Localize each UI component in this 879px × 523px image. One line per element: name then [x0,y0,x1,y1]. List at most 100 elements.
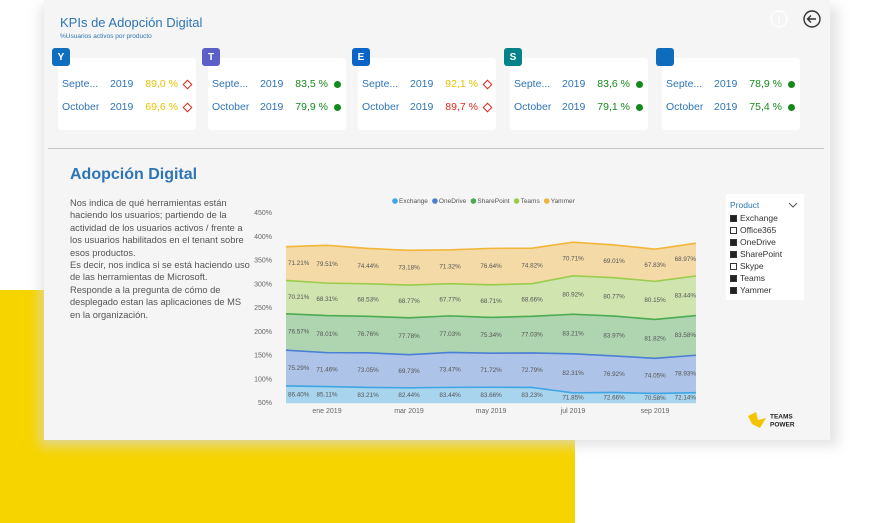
data-label: 71.72% [480,367,502,374]
legend-swatch [470,198,477,204]
logo-text: TEAMS [770,414,793,421]
data-label: 70.21% [288,294,310,301]
data-label: 83.44% [439,392,461,399]
section-title: Adopción Digital [70,166,198,183]
area-fill [286,313,696,359]
filter-chevron[interactable] [788,201,798,209]
y-tick-label: 450% [254,210,272,217]
data-label: 83.23% [521,392,543,399]
paragraph-line: de las herramientas de Microsoft. [70,272,208,283]
data-label: 71.46% [316,366,338,373]
kpi-card: E Septe... 2019 92,1 % October 2019 89,7 % [352,48,496,130]
data-label: 73.05% [357,367,379,374]
data-label: 77.03% [521,331,543,338]
kpi-month: October [362,101,400,113]
y-tick-label: 300% [254,281,272,288]
data-label: 73.47% [439,367,461,374]
data-label: 76.57% [288,329,310,336]
paragraph-line: los usuarios habilitados en el tenant so… [70,235,244,246]
data-label: 76.64% [480,263,502,270]
legend-swatch [392,198,398,204]
paragraph-line: Nos indica de qué herramientas están [70,198,227,208]
data-label: 76.92% [603,371,625,378]
filter-item[interactable]: Office365 [730,225,776,235]
filter-label: Office365 [740,225,777,235]
divider [48,148,824,149]
y-tick-label: 100% [254,376,272,383]
filter-item[interactable]: SharePoint [730,249,782,259]
area-fill [286,350,696,394]
data-label: 83.44% [675,292,697,299]
filter-item[interactable]: Exchange [730,213,778,223]
page-subtitle: %Usuarios activos por producto [60,33,152,40]
filter-item[interactable]: Skype [730,261,764,271]
kpi-indicator [636,81,643,88]
data-label: 83.58% [675,332,697,339]
kpi-indicator [636,104,643,111]
paragraph-line: en la organización. [70,309,149,320]
series-line [285,385,697,395]
data-label: 68.53% [357,297,379,304]
data-label: 83.66% [480,392,502,399]
legend-label: OneDrive [439,198,467,205]
data-label: 82.31% [562,370,584,377]
y-tick-label: 50% [258,400,272,407]
filter-label: Skype [740,261,764,271]
kpi-month: October [666,101,704,113]
data-label: 77.78% [398,333,420,340]
paragraph-line: esos productos. [70,247,136,258]
kpi-month: October [514,101,552,113]
filter-title: Product [730,200,760,210]
kpi-year: 2019 [410,78,434,90]
kpi-value: 92,1 % [445,78,478,90]
legend-swatch [543,198,550,204]
legend-label: SharePoint [477,198,509,205]
kpi-year: 2019 [714,101,738,113]
kpi-month: Septe... [514,78,551,90]
data-label: 67.77% [439,296,461,303]
x-tick-label: ene 2019 [312,408,341,415]
filter-item[interactable]: Yammer [730,285,772,295]
kpi-year: 2019 [260,78,284,90]
info-button[interactable] [770,10,788,28]
data-label: 80.77% [603,294,625,301]
kpi-value: 75,4 % [749,101,782,113]
kpi-month: Septe... [362,78,399,90]
kpi-card: S Septe... 2019 83,6 % October 2019 79,1 % [504,48,648,130]
checkbox [730,214,737,222]
legend-label: Teams [521,198,541,205]
paragraph-line: actividad de los usuarios activos / fren… [70,222,243,233]
kpi-value: 83,6 % [597,78,630,90]
filter-item[interactable]: Teams [730,273,765,283]
kpi-indicator [334,104,341,111]
checkbox [730,250,737,258]
back-button[interactable] [803,10,821,28]
data-label: 68.31% [316,296,338,303]
paragraph-line: desplegado estan las aplicaciones de MS [70,297,242,308]
product-icon: Y [52,48,70,66]
kpi-card: Y Septe... 2019 89,0 % October 2019 69,6 % [52,48,196,130]
data-label: 68.97% [675,256,697,263]
kpi-month: Septe... [666,78,703,90]
y-tick-label: 150% [254,353,272,360]
data-label: 76.76% [357,331,379,338]
data-label: 67.83% [644,262,666,269]
data-label: 83.97% [603,333,625,340]
product-filter[interactable]: Product Exchange Office365 OneDrive SharePo… [726,194,804,300]
y-tick-label: 400% [254,234,272,241]
data-label: 79.51% [316,261,338,268]
filter-item[interactable]: OneDrive [730,237,776,247]
kpi-indicator [788,104,795,111]
data-label: 78.01% [316,331,338,338]
back-glyph [806,15,816,23]
data-label: 74.05% [644,373,666,380]
filter-label: Yammer [740,285,772,295]
series-line [285,349,697,360]
data-label: 74.82% [521,263,543,270]
kpi-indicator [334,81,341,88]
y-tick-label: 250% [254,305,272,312]
kpi-card: Septe... 2019 78,9 % October 2019 75,4 % [656,48,800,130]
legend-label: Exchange [399,198,428,205]
data-label: 83.21% [562,331,584,338]
